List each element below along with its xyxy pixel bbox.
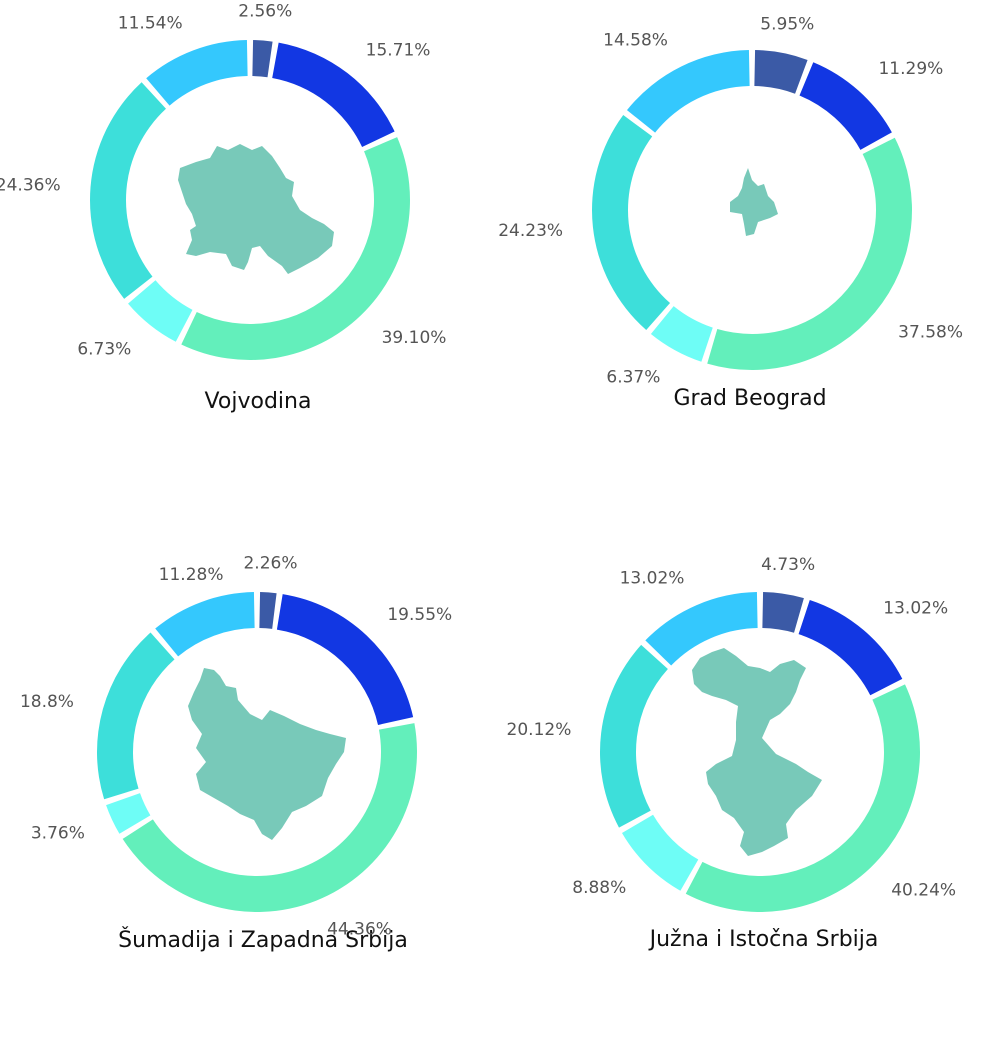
slice-label-grad-beograd-5: 24.23%	[498, 221, 563, 241]
slice-label-juzna-istocna-4: 8.88%	[572, 878, 626, 898]
chart-title-grad-beograd: Grad Beograd	[673, 386, 826, 411]
donut-slice-vojvodina-3	[181, 137, 411, 361]
donut-slice-juzna-istocna-5	[599, 644, 668, 828]
slice-label-vojvodina-6: 11.54%	[118, 13, 183, 33]
donut-slice-sumadija-6	[155, 592, 255, 657]
donut-slice-sumadija-2	[276, 594, 414, 725]
slice-label-sumadija-4: 3.76%	[31, 823, 85, 843]
donut-slice-vojvodina-2	[272, 42, 395, 147]
donut-slice-juzna-istocna-6	[645, 592, 758, 666]
donut-slice-vojvodina-4	[128, 280, 193, 342]
donut-slice-grad-beograd-6	[626, 50, 750, 133]
sumadija-map-silhouette	[188, 668, 346, 840]
donut-slice-sumadija-4	[106, 793, 151, 834]
chart-title-sumadija: Šumadija i Zapadna Srbija	[118, 927, 408, 953]
vojvodina-map-silhouette	[178, 144, 334, 274]
donut-slice-vojvodina-1	[252, 40, 273, 78]
slice-label-sumadija-1: 2.26%	[243, 553, 297, 573]
slice-label-juzna-istocna-6: 13.02%	[620, 569, 685, 589]
slice-label-grad-beograd-2: 11.29%	[878, 59, 943, 79]
slice-label-grad-beograd-4: 6.37%	[606, 367, 660, 387]
donut-slice-grad-beograd-4	[650, 306, 713, 362]
slice-label-vojvodina-5: 24.36%	[0, 176, 61, 196]
slice-label-juzna-istocna-1: 4.73%	[761, 555, 815, 575]
donut-slice-juzna-istocna-2	[798, 599, 903, 696]
donut-slice-sumadija-5	[97, 632, 175, 800]
slice-label-grad-beograd-3: 37.58%	[898, 322, 963, 342]
donut-slice-grad-beograd-3	[707, 137, 913, 370]
donut-slice-sumadija-3	[122, 723, 418, 912]
slice-label-sumadija-2: 19.55%	[387, 605, 452, 625]
donut-slice-sumadija-1	[259, 592, 277, 629]
slice-label-vojvodina-4: 6.73%	[77, 339, 131, 359]
donut-slice-vojvodina-6	[146, 40, 248, 106]
slice-label-grad-beograd-6: 14.58%	[603, 31, 668, 51]
slice-label-juzna-istocna-2: 13.02%	[883, 598, 948, 618]
slice-label-sumadija-5: 18.8%	[20, 692, 74, 712]
juzna-istocna-srbija-map-silhouette	[692, 648, 822, 856]
slice-label-vojvodina-1: 2.56%	[238, 2, 292, 22]
donut-slice-grad-beograd-2	[799, 62, 892, 150]
slice-label-vojvodina-3: 39.10%	[382, 328, 447, 348]
chart-title-juzna-istocna: Južna i Istočna Srbija	[648, 927, 879, 952]
slice-label-juzna-istocna-3: 40.24%	[891, 880, 956, 900]
slice-label-juzna-istocna-5: 20.12%	[507, 720, 572, 740]
slice-label-grad-beograd-1: 5.95%	[760, 14, 814, 34]
donut-slice-juzna-istocna-1	[762, 592, 804, 633]
donut-slice-juzna-istocna-3	[685, 684, 921, 913]
donut-slice-juzna-istocna-4	[621, 814, 699, 891]
slice-label-sumadija-6: 11.28%	[159, 565, 224, 585]
slice-label-vojvodina-2: 15.71%	[366, 40, 431, 60]
donut-slice-grad-beograd-5	[592, 115, 671, 331]
donut-slice-vojvodina-5	[89, 82, 166, 299]
donut-layer: 2.56% 15.71% 39.10% 6.73% 24.36% 11.54% 5.95% 1…	[0, 2, 963, 940]
grad-beograd-map-silhouette	[730, 168, 778, 236]
donut-slice-grad-beograd-1	[754, 50, 808, 94]
chart-title-vojvodina: Vojvodina	[205, 389, 312, 414]
slice-label-sumadija-3: 44.36%	[327, 920, 392, 940]
